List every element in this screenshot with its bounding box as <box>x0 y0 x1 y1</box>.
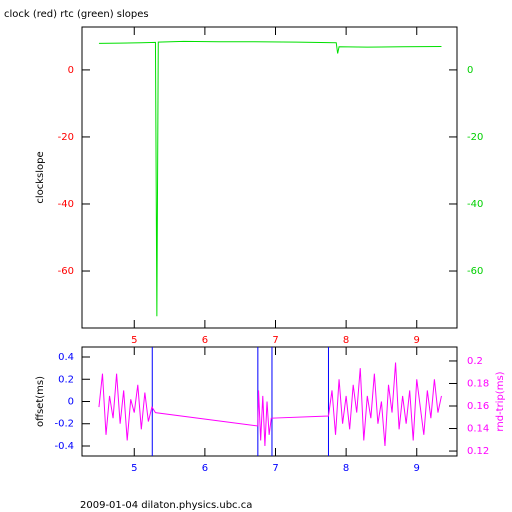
y-tick-label: -60 <box>58 266 74 277</box>
y2-tick-label: 0.18 <box>467 378 489 389</box>
y-tick-label: 0.4 <box>58 352 74 363</box>
y-tick-label: -40 <box>58 199 74 210</box>
x-tick-label: 9 <box>414 335 420 346</box>
y2-tick-label: 0.16 <box>467 401 489 412</box>
y-tick-label: -20 <box>58 132 74 143</box>
x-tick-label: 8 <box>343 463 349 474</box>
y-tick-label: 0.2 <box>58 374 74 385</box>
y2-tick-label: 0.12 <box>467 446 489 457</box>
y-tick-label: 0 <box>68 65 74 76</box>
x-tick-label: 6 <box>202 463 208 474</box>
chart-title: clock (red) rtc (green) slopes <box>4 9 149 20</box>
y2-axis-label: rnd-trip(ms) <box>495 371 506 431</box>
y2-tick-label: 0 <box>467 65 473 76</box>
x-tick-label: 9 <box>414 463 420 474</box>
x-tick-label: 7 <box>272 335 278 346</box>
data-line <box>98 40 442 317</box>
y-tick-label: -0.4 <box>54 441 74 452</box>
plot-frame <box>81 26 458 329</box>
y-axis-label: clockslope <box>35 151 46 203</box>
x-tick-label: 8 <box>343 335 349 346</box>
data-line <box>98 362 442 447</box>
x-tick-label: 5 <box>131 335 137 346</box>
x-tick-label: 5 <box>131 463 137 474</box>
y2-tick-label: 0.2 <box>467 356 483 367</box>
x-tick-label: 7 <box>272 463 278 474</box>
y-tick-label: 0 <box>68 397 74 408</box>
y2-tick-label: -60 <box>467 266 483 277</box>
y2-tick-label: 0.14 <box>467 424 489 435</box>
x-tick-label: 6 <box>202 335 208 346</box>
y2-tick-label: -20 <box>467 132 483 143</box>
y-tick-label: -0.2 <box>54 419 74 430</box>
footer: 2009-01-04 dilaton.physics.ubc.ca <box>80 500 252 511</box>
y-axis-label: offset(ms) <box>35 376 46 427</box>
y2-tick-label: -40 <box>467 199 483 210</box>
